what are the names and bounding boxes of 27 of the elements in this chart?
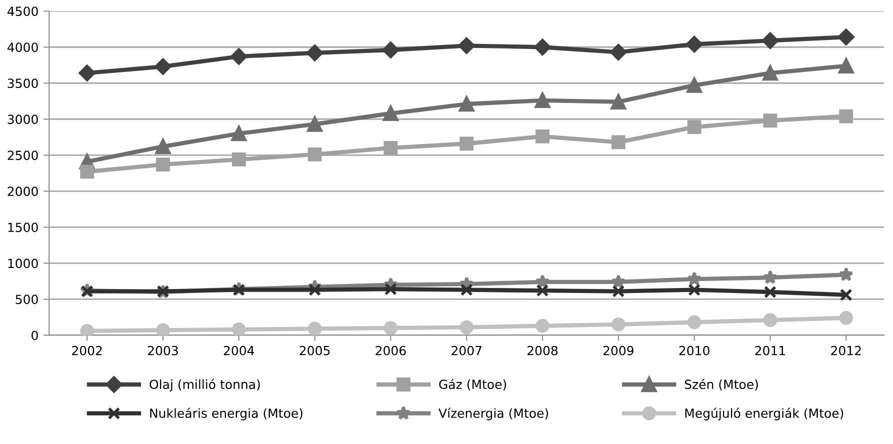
- x-tick-label: 2007: [452, 346, 482, 356]
- x-tick-label: 2009: [603, 346, 634, 356]
- y-tick-label: 2500: [8, 150, 38, 160]
- y-tick-label: 3500: [8, 78, 38, 88]
- x-tick-label: 2008: [528, 346, 558, 356]
- x-tick-label: 2005: [300, 346, 330, 356]
- x-tick-label: 2002: [72, 346, 102, 356]
- x-tick-label: 2012: [831, 346, 861, 356]
- y-tick-label: 4000: [7, 42, 38, 52]
- y-tick-label: 1000: [8, 258, 38, 268]
- y-tick-label: 500: [16, 294, 38, 304]
- y-tick-label: 0: [32, 330, 38, 340]
- legend-label: Megújuló energiák (Mtoe): [685, 408, 844, 420]
- legend-label: Szén (Mtoe): [684, 378, 758, 391]
- x-tick-label: 2010: [679, 346, 710, 356]
- y-tick-label: 2000: [8, 186, 38, 196]
- y-tick-label: 4500: [7, 6, 38, 16]
- legend-label: Olaj (millió tonna): [150, 378, 260, 392]
- x-tick-label: 2006: [376, 346, 406, 356]
- y-tick-label: 1500: [8, 222, 38, 232]
- legend-label: Nukleáris energia (Mtoe): [150, 408, 302, 420]
- legend-label: Gáz (Mtoe): [439, 378, 506, 391]
- y-tick-label: 3000: [8, 114, 38, 124]
- x-tick-label: 2004: [224, 346, 254, 356]
- x-tick-label: 2003: [148, 346, 178, 356]
- legend-label: Vízenergia (Mtoe): [438, 408, 548, 420]
- x-tick-label: 2011: [755, 346, 785, 356]
